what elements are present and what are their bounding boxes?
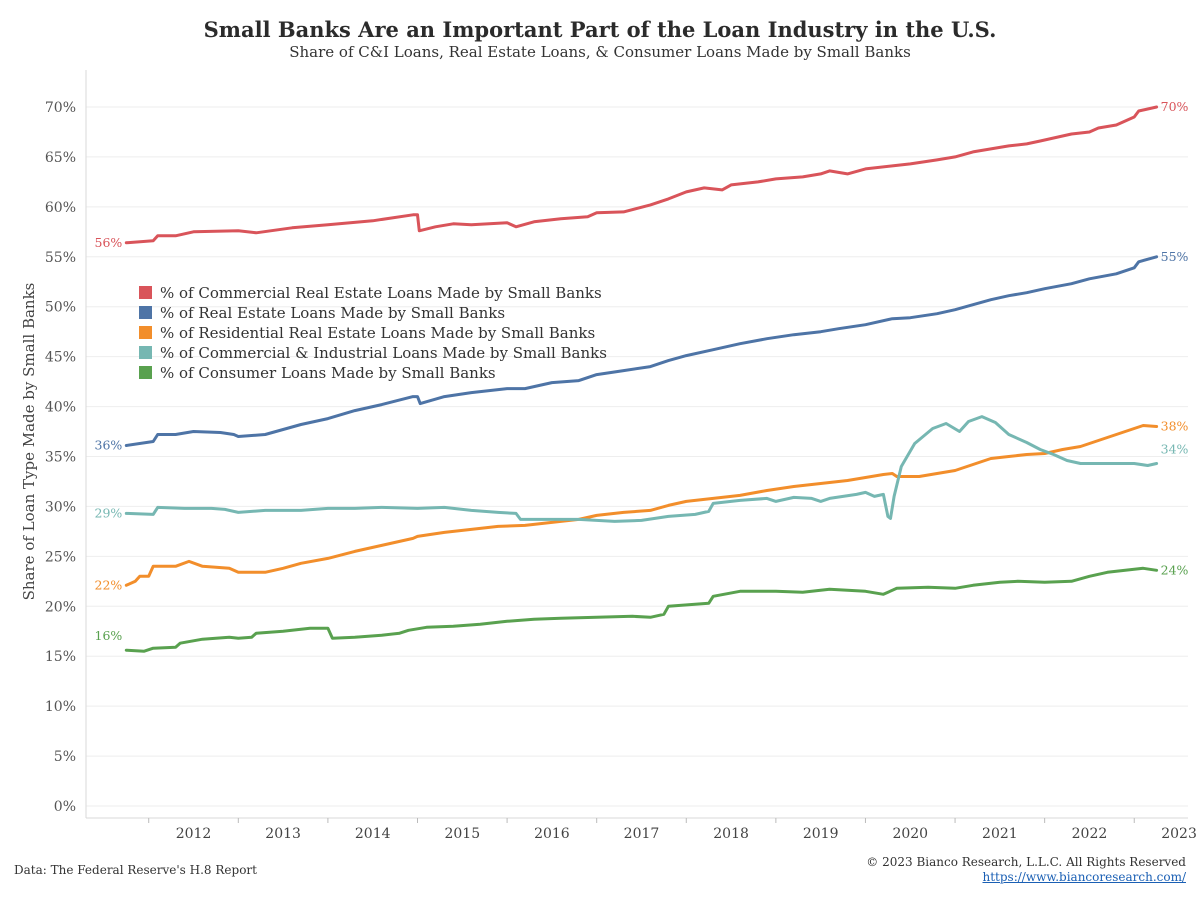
y-tick-label: 0% [54,799,76,815]
series-line [124,105,1159,245]
copyright-text: © 2023 Bianco Research, L.L.C. All Right… [866,855,1186,869]
x-tick-label: 2019 [803,826,839,842]
chart-subtitle: Share of C&I Loans, Real Estate Loans, &… [289,43,911,61]
legend-label: % of Consumer Loans Made by Small Banks [160,364,496,382]
x-tick-label: 2017 [624,826,660,842]
series-end-label: 70% [1161,99,1189,114]
legend-label: % of Commercial & Industrial Loans Made … [160,344,607,362]
x-tick-label: 2015 [444,826,480,842]
y-tick-label: 55% [45,250,76,266]
series-start-label: 22% [95,577,123,592]
series-start-label: 56% [95,235,123,250]
y-tick-label: 20% [45,599,76,615]
legend-swatch [139,286,152,299]
y-tick-label: 15% [45,649,76,665]
legend-swatch [139,326,152,339]
y-tick-label: 45% [45,350,76,366]
footer-credits: © 2023 Bianco Research, L.L.C. All Right… [866,855,1186,885]
series-end-label: 38% [1161,419,1189,434]
y-tick-label: 65% [45,150,76,166]
legend-swatch [139,366,152,379]
grid-layer [86,106,1188,807]
y-tick-label: 30% [45,499,76,515]
x-tick-label: 2023 [1161,826,1197,842]
series-layer [124,105,1159,653]
series-end-label: 24% [1161,562,1189,577]
legend-swatch [139,346,152,359]
source-note: Data: The Federal Reserve's H.8 Report [14,863,257,877]
y-tick-label: 25% [45,549,76,565]
y-axis-title: Share of Loan Type Made by Small Banks [20,283,38,601]
series-line [124,566,1159,653]
x-tick-label: 2022 [1072,826,1108,842]
legend-label: % of Real Estate Loans Made by Small Ban… [160,304,505,322]
series-end-label: 34% [1161,441,1189,456]
x-tick-label: 2012 [176,826,212,842]
series-start-label: 36% [95,438,123,453]
series-line [124,415,1159,523]
y-tick-label: 10% [45,699,76,715]
x-tick-label: 2018 [713,826,749,842]
y-tick-label: 50% [45,300,76,316]
legend-label: % of Residential Real Estate Loans Made … [160,324,595,342]
x-tick-label: 2014 [355,826,391,842]
legend: % of Commercial Real Estate Loans Made b… [139,284,607,382]
series-line [124,424,1159,587]
x-tick-label: 2016 [534,826,570,842]
x-tick-label: 2013 [265,826,301,842]
y-tick-label: 40% [45,400,76,416]
end-label-layer: 56% 70% 36% 55% 22% 38% 29% 34% 16% 24% [95,99,1189,643]
legend-swatch [139,306,152,319]
legend-label: % of Commercial Real Estate Loans Made b… [160,284,602,302]
y-tick-label: 35% [45,450,76,466]
x-tick-label: 2020 [892,826,928,842]
x-tick-label: 2021 [982,826,1018,842]
series-start-label: 16% [95,628,123,643]
series-line [124,255,1159,447]
chart-title: Small Banks Are an Important Part of the… [203,17,997,42]
website-link[interactable]: https://www.biancoresearch.com/ [982,870,1186,884]
series-end-label: 55% [1161,249,1189,264]
series-start-label: 29% [95,505,123,520]
y-tick-label: 70% [45,100,76,116]
y-tick-label: 60% [45,200,76,216]
y-tick-label: 5% [54,749,76,765]
axis-layer: 0% 5% 10% 15% 20% 25% 30% 35% 40% 45% 50% 55% 60% 65%… [20,70,1197,842]
